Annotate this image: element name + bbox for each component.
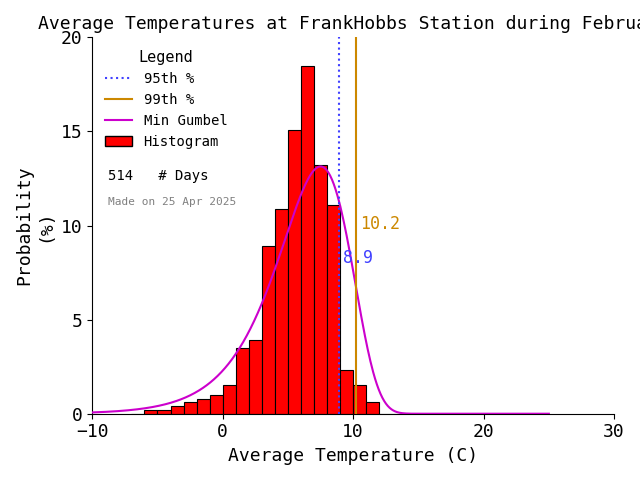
Bar (210, 395, 223, 414)
Bar (145, 410, 157, 414)
Bar (327, 205, 340, 414)
X-axis label: Average Temperature (C): Average Temperature (C) (228, 447, 478, 465)
Bar (275, 209, 288, 414)
Text: 10.2: 10.2 (360, 216, 400, 233)
Bar (236, 348, 249, 414)
Bar (170, 406, 184, 414)
Bar (340, 371, 353, 414)
Bar (288, 130, 301, 414)
Legend: 95th %, 99th %, Min Gumbel, Histogram: 95th %, 99th %, Min Gumbel, Histogram (99, 44, 233, 154)
Y-axis label: Probability
(%): Probability (%) (15, 166, 54, 285)
Bar (184, 402, 196, 414)
Title: Average Temperatures at FrankHobbs Station during February: Average Temperatures at FrankHobbs Stati… (38, 15, 640, 33)
Text: 8.9: 8.9 (343, 249, 372, 267)
Text: 514   # Days: 514 # Days (108, 169, 209, 183)
Bar (353, 385, 366, 414)
Bar (196, 399, 210, 414)
Bar (157, 410, 170, 414)
Bar (301, 66, 314, 414)
Bar (262, 246, 275, 414)
Bar (223, 385, 236, 414)
Text: Made on 25 Apr 2025: Made on 25 Apr 2025 (108, 197, 236, 207)
Bar (249, 340, 262, 414)
Bar (366, 402, 380, 414)
Bar (314, 165, 327, 414)
